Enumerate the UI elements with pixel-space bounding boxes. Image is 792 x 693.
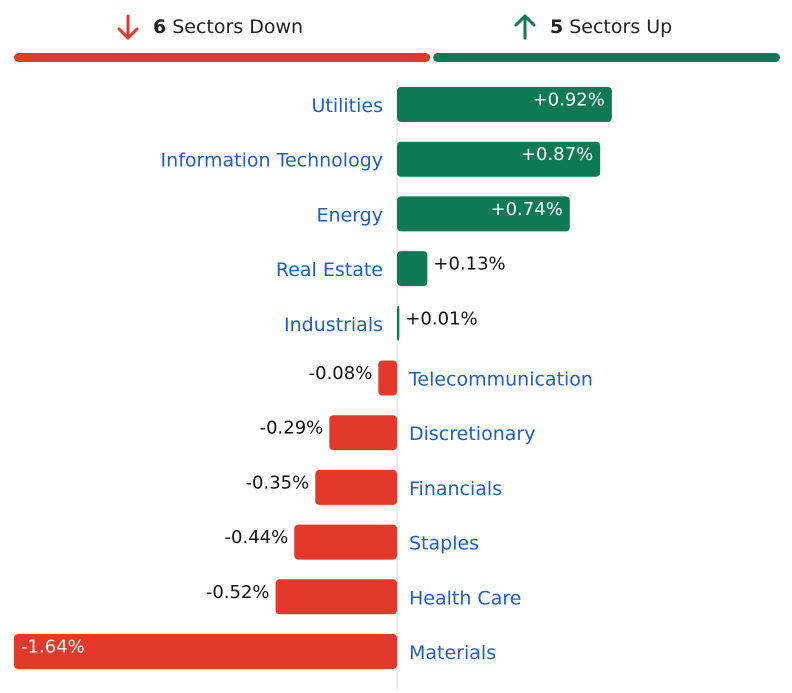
- value-label: -0.29%: [260, 418, 324, 439]
- bar: [397, 305, 400, 341]
- category-label: Financials: [409, 478, 502, 500]
- category-label: Utilities: [311, 95, 383, 117]
- bar: [397, 141, 601, 177]
- bar: [315, 469, 397, 505]
- up-label: Sectors Up: [569, 16, 672, 38]
- value-label: +0.92%: [533, 90, 605, 111]
- bar: [294, 524, 397, 560]
- value-label: +0.01%: [405, 308, 477, 329]
- down-arrow: [117, 14, 139, 40]
- value-label: +0.74%: [491, 199, 563, 220]
- up-share-bar: [433, 53, 780, 62]
- value-label: +0.13%: [433, 254, 505, 275]
- value-label: -0.08%: [309, 363, 373, 384]
- up-count: 5: [550, 16, 563, 38]
- down-count: 6: [153, 16, 166, 38]
- category-label: Real Estate: [276, 259, 383, 281]
- category-label: Industrials: [284, 314, 383, 336]
- category-label: Materials: [409, 642, 496, 664]
- down-label: Sectors Down: [172, 16, 303, 38]
- up-arrow: [514, 14, 536, 40]
- bar: [397, 251, 428, 287]
- up-summary: 5 Sectors Up: [550, 16, 672, 38]
- bar: [275, 579, 397, 615]
- value-label: -0.52%: [206, 582, 270, 603]
- value-label: -0.35%: [246, 472, 310, 493]
- category-label: Energy: [316, 204, 383, 226]
- bar: [397, 196, 570, 232]
- category-label: Health Care: [409, 587, 521, 609]
- bar: [378, 360, 397, 396]
- category-label: Information Technology: [161, 150, 383, 172]
- category-label: Telecommunication: [408, 369, 593, 391]
- down-summary: 6 Sectors Down: [153, 16, 303, 38]
- category-label: Staples: [409, 533, 479, 555]
- value-label: -0.44%: [225, 527, 289, 548]
- category-label: Discretionary: [409, 423, 535, 445]
- value-label: +0.87%: [521, 144, 593, 165]
- bar: [397, 87, 612, 122]
- bar: [14, 634, 397, 669]
- value-label: -1.64%: [21, 637, 85, 658]
- down-share-bar: [14, 53, 431, 62]
- bar: [329, 415, 397, 451]
